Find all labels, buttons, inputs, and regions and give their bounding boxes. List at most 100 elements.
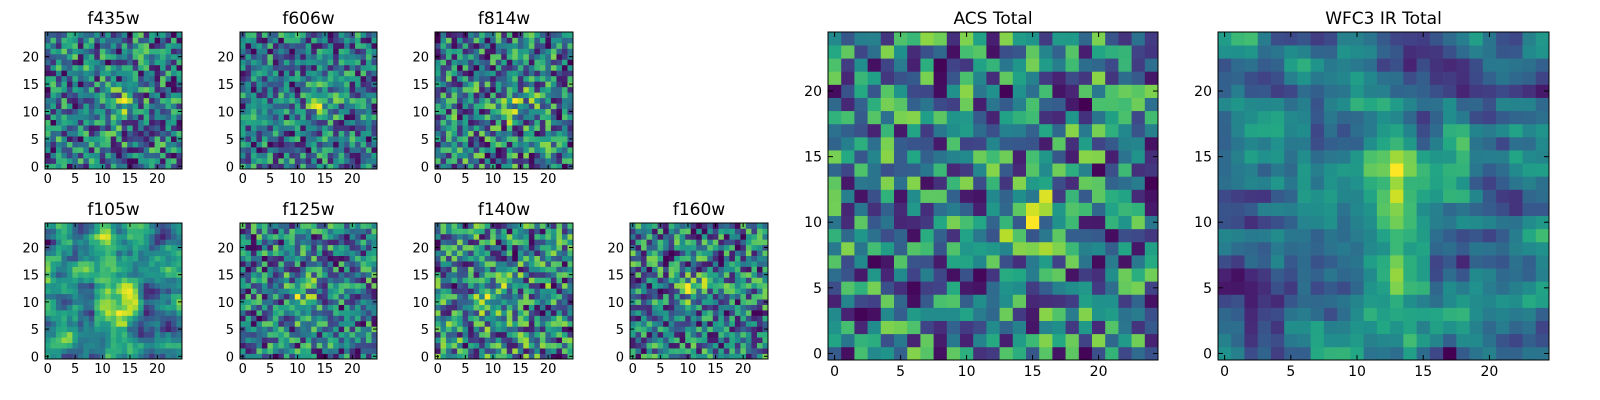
heatmap-cell (545, 271, 552, 278)
heatmap-cell (305, 250, 312, 256)
heatmap-cell (907, 241, 921, 256)
heatmap-cell (729, 293, 736, 300)
heatmap-cell (734, 277, 741, 284)
heatmap-cell (333, 141, 339, 148)
heatmap-cell (171, 337, 177, 344)
heatmap-cell (828, 255, 842, 269)
heatmap-cell (528, 244, 535, 251)
heatmap-cell (517, 42, 524, 49)
heatmap-cell (283, 348, 290, 354)
heatmap-cell (176, 293, 183, 300)
heatmap-cell (305, 64, 312, 71)
heatmap-cell (349, 59, 356, 66)
heatmap-cell (528, 163, 535, 170)
heatmap-cell (83, 271, 90, 278)
heatmap-cell (867, 307, 882, 321)
heatmap-cell (149, 32, 155, 38)
heatmap-cell (77, 108, 84, 115)
heatmap-cell (311, 331, 318, 338)
heatmap-cell (534, 108, 541, 115)
heatmap-cell (99, 158, 106, 164)
heatmap-cell (160, 239, 166, 246)
heatmap-cell (894, 281, 908, 295)
heatmap-cell (366, 233, 372, 240)
heatmap-cell (261, 293, 268, 300)
heatmap-cell (495, 239, 502, 246)
heatmap-cell (272, 310, 279, 316)
heatmap-cell (272, 244, 279, 251)
heatmap-cell (355, 114, 361, 121)
heatmap-cell (457, 163, 463, 170)
heatmap-cell (116, 136, 123, 142)
heatmap-cell (66, 304, 73, 311)
heatmap-cell (707, 304, 714, 311)
heatmap-cell (50, 81, 57, 88)
heatmap-cell (920, 346, 934, 361)
heatmap-cell (534, 42, 541, 49)
heatmap-cell (88, 348, 95, 354)
heatmap-cell (729, 261, 736, 267)
heatmap-cell (646, 266, 653, 273)
heatmap-cell (327, 277, 334, 284)
heatmap-cell (635, 239, 642, 246)
heatmap-cell (751, 244, 758, 251)
heatmap-cell (550, 141, 557, 148)
heatmap-cell (440, 320, 447, 327)
heatmap-cell (138, 353, 144, 360)
heatmap-cell (545, 320, 552, 327)
heatmap-cell (305, 277, 312, 284)
heatmap-cell (523, 353, 530, 360)
heatmap-cell (349, 119, 356, 126)
heatmap-cell (77, 337, 84, 344)
heatmap-cell (685, 293, 692, 300)
heatmap-cell (718, 315, 725, 322)
heatmap-cell (1039, 241, 1053, 256)
heatmap-cell (517, 114, 524, 121)
heatmap-cell (756, 304, 763, 311)
heatmap-cell (756, 353, 763, 360)
heatmap-cell (894, 307, 908, 321)
heatmap-cell (316, 86, 323, 93)
heatmap-cell (501, 228, 508, 235)
heatmap-cell (45, 331, 51, 338)
heatmap-cell (734, 342, 741, 349)
heatmap-cell (663, 250, 669, 256)
heatmap-cell (641, 261, 647, 267)
heatmap-cell (473, 228, 480, 235)
heatmap-cell (160, 59, 166, 66)
heatmap-cell (1065, 202, 1080, 217)
heatmap-cell (165, 348, 172, 354)
heatmap-cell (567, 255, 574, 262)
heatmap-cell (663, 353, 669, 360)
heatmap-cell (523, 244, 530, 251)
heatmap-cell (366, 103, 372, 110)
heatmap-cell (305, 326, 312, 333)
heatmap-cell (143, 244, 150, 251)
heatmap-cell (528, 342, 535, 349)
heatmap-cell (484, 158, 491, 164)
heatmap-cell (261, 304, 268, 311)
heatmap-cell (973, 202, 987, 217)
heatmap-cell (138, 103, 144, 110)
heatmap-cell (272, 320, 279, 327)
heatmap-cell (734, 288, 741, 295)
heatmap-cell (652, 250, 658, 256)
heatmap-cell (690, 320, 697, 327)
heatmap-cell (256, 261, 263, 267)
heatmap-cell (327, 64, 334, 71)
heatmap-cell (338, 75, 345, 82)
heatmap-cell (534, 86, 541, 93)
heatmap-cell (77, 282, 84, 289)
heatmap-cell (121, 42, 128, 49)
heatmap-cell (561, 75, 568, 82)
heatmap-cell (171, 288, 177, 295)
heatmap-cell (523, 255, 530, 262)
heatmap-cell (338, 239, 345, 246)
heatmap-cell (723, 342, 730, 349)
heatmap-cell (283, 42, 290, 49)
heatmap-cell (841, 215, 855, 230)
heatmap-cell (1118, 189, 1132, 203)
heatmap-cell (344, 228, 350, 235)
heatmap-cell (143, 271, 150, 278)
heatmap-cell (960, 307, 974, 321)
